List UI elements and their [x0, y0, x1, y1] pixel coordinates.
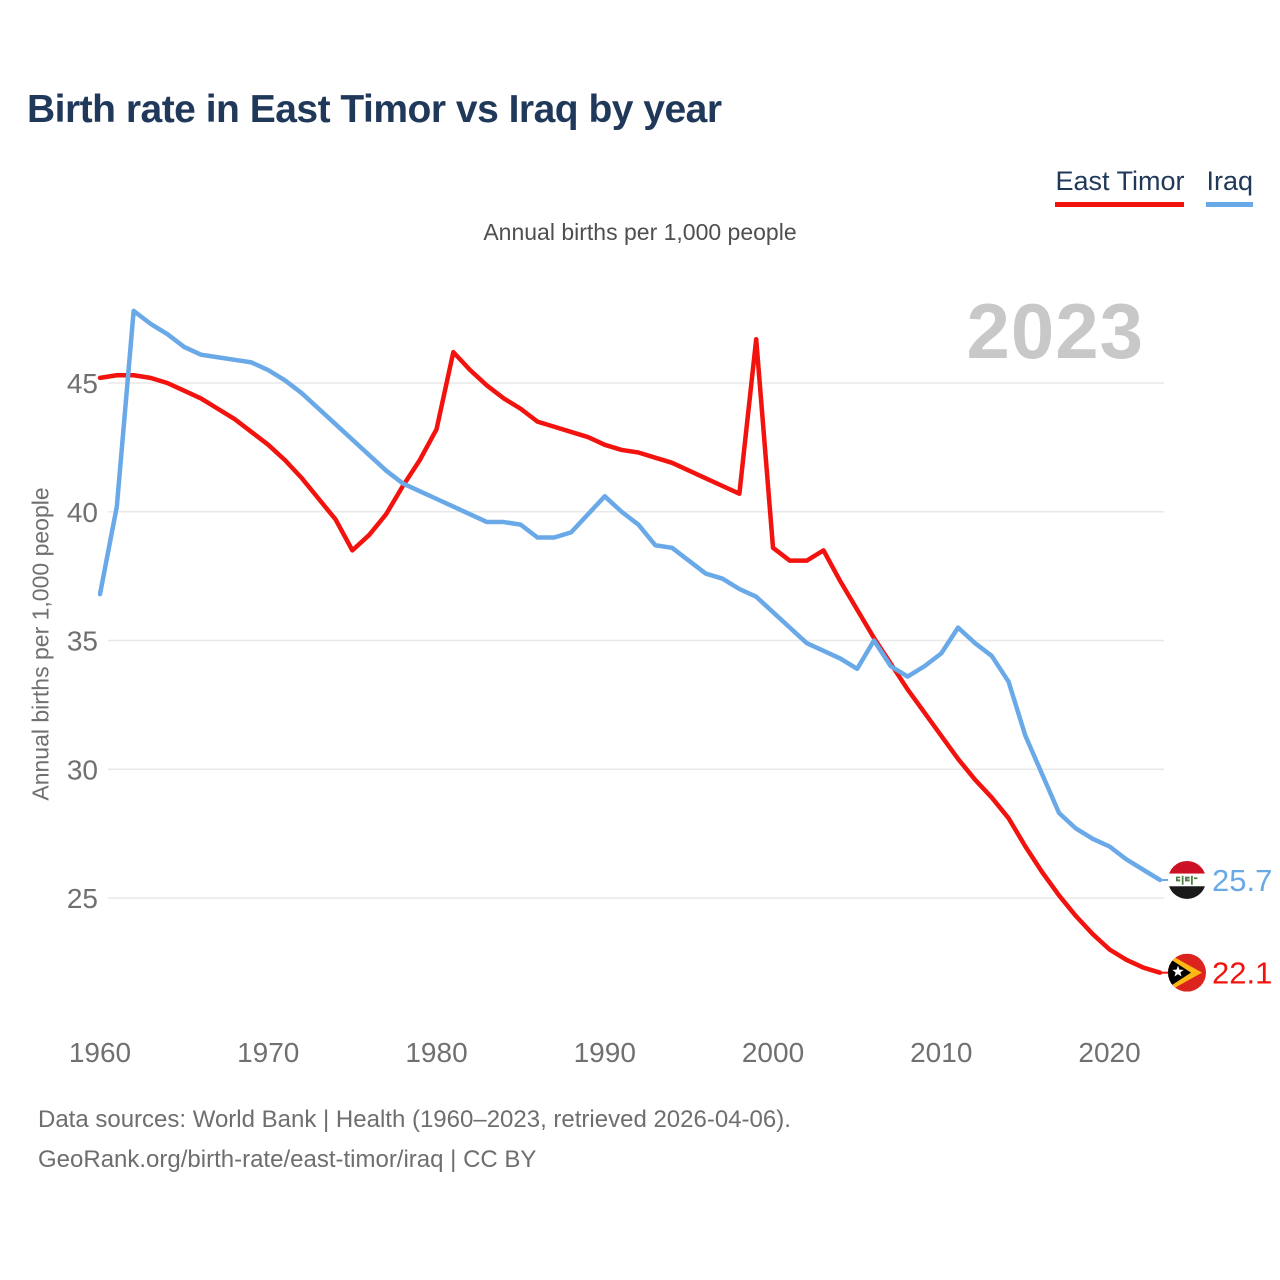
y-tick-label: 30	[67, 754, 98, 785]
x-tick-label: 1960	[69, 1037, 131, 1068]
x-tick-label: 2000	[742, 1037, 804, 1068]
gridlines	[108, 382, 1164, 899]
chart-subtitle: Annual births per 1,000 people	[483, 219, 797, 245]
iraq-end-value: 25.7	[1212, 863, 1272, 898]
page-title: Birth rate in East Timor vs Iraq by year	[27, 88, 722, 131]
east-timor-flag-icon	[1168, 953, 1206, 992]
legend: East Timor Iraq	[1055, 166, 1253, 207]
iraq-line	[97, 308, 1163, 883]
y-tick-label: 35	[67, 626, 98, 657]
x-tick-label: 1990	[574, 1037, 636, 1068]
series-lines	[97, 308, 1169, 975]
footer-sources-line: Data sources: World Bank | Health (1960–…	[38, 1106, 791, 1133]
legend-iraq[interactable]: Iraq	[1206, 166, 1253, 207]
year-watermark: 2023	[966, 287, 1144, 375]
x-tick-label: 2020	[1078, 1037, 1140, 1068]
east-timor-end-value: 22.1	[1212, 956, 1272, 991]
x-tick-label: 2010	[910, 1037, 972, 1068]
axis-tick-labels: 45 40 35 30 25 1960 1970 1980 1990 2000 2010 2020	[67, 368, 1141, 1068]
y-tick-label: 25	[67, 883, 98, 914]
x-tick-label: 1980	[405, 1037, 467, 1068]
iraq-flag-icon	[1168, 860, 1206, 899]
x-tick-label: 1970	[237, 1037, 299, 1068]
east-timor-line	[97, 336, 1163, 975]
footer-attribution-line: GeoRank.org/birth-rate/east-timor/iraq |…	[38, 1146, 537, 1173]
y-tick-label: 40	[67, 497, 98, 528]
y-tick-label: 45	[67, 368, 98, 399]
footer: Data sources: World Bank | Health (1960–…	[38, 1100, 791, 1180]
legend-east-timor[interactable]: East Timor	[1055, 166, 1185, 207]
